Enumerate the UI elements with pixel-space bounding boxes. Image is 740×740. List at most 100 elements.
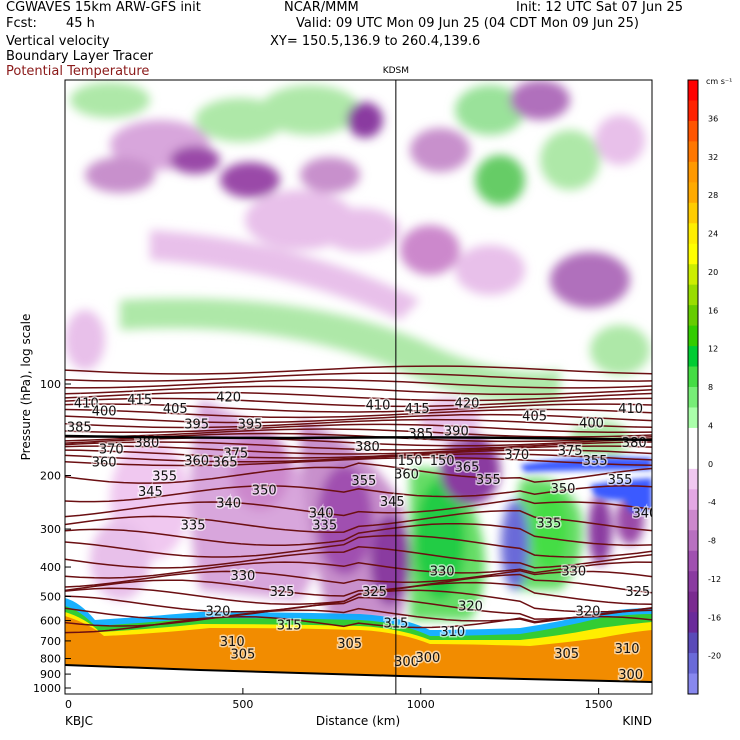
- theta-contour-label: 150: [398, 454, 423, 469]
- theta-contour-label: 375: [223, 446, 248, 461]
- colorbar-swatch: [688, 325, 698, 347]
- theta-contour-line: [65, 403, 652, 413]
- boundary-layer-tracer-surface: [65, 598, 652, 694]
- theta-contour-line: [65, 408, 652, 419]
- colorbar-tick-label: 12: [708, 345, 718, 354]
- theta-contour-line: [65, 391, 652, 402]
- colorbar-swatch: [688, 673, 698, 695]
- y-tick-label: 700: [40, 635, 61, 648]
- theta-contour-line: [65, 445, 652, 455]
- theta-contour-label: 325: [270, 585, 295, 600]
- theta-contour-line: [65, 462, 652, 484]
- model-title: CGWAVES 15km ARW-GFS init: [6, 0, 201, 15]
- theta-contour-label: 360: [92, 456, 117, 471]
- theta-contour-line: [65, 365, 652, 375]
- theta-contour-line: [65, 546, 652, 569]
- y-tick-label: 1000: [33, 682, 61, 695]
- theta-contour-label: 355: [608, 473, 633, 488]
- colorbar-swatch: [688, 346, 698, 368]
- theta-contour-label: 355: [476, 473, 501, 488]
- theta-contour-label: 400: [579, 417, 604, 432]
- colorbar-swatch: [688, 448, 698, 470]
- colorbar-swatch: [688, 80, 698, 101]
- colorbar-swatch: [688, 366, 698, 388]
- theta-contour-label: 345: [138, 485, 163, 500]
- theta-contour-label: 395: [238, 418, 263, 433]
- theta-contour-label: 330: [430, 564, 455, 579]
- theta-contour-label: 385: [67, 421, 92, 436]
- theta-contour-line: [65, 534, 652, 558]
- theta-contour-label: 345: [380, 495, 405, 510]
- theta-contour-label: 335: [181, 519, 206, 534]
- theta-contour-label: 385: [408, 427, 433, 442]
- y-tick-label: 500: [40, 590, 61, 603]
- colorbar-tick-label: -12: [708, 575, 721, 584]
- theta-contour-label: 370: [504, 448, 529, 463]
- colorbar-swatch: [688, 632, 698, 654]
- potential-temperature-contours: [65, 365, 652, 634]
- theta-contour-label: 365: [213, 456, 238, 471]
- theta-contour-label: 300: [394, 655, 419, 670]
- theta-contour-label: 380: [622, 436, 647, 451]
- theta-contour-label: 380: [134, 436, 159, 451]
- theta-contour-label: 405: [522, 410, 547, 425]
- theta-contour-label: 365: [455, 461, 480, 476]
- colorbar-swatch: [688, 653, 698, 675]
- theta-contour-line: [65, 453, 652, 463]
- colorbar-swatch: [688, 161, 698, 183]
- theta-contour-label: 310: [220, 635, 245, 650]
- theta-contour-label: 320: [206, 604, 231, 619]
- x-tick-label: 1000: [407, 698, 435, 711]
- theta-contour-label: 325: [362, 585, 387, 600]
- theta-contour-label: 405: [163, 402, 188, 417]
- theta-contour-label: 325: [625, 585, 650, 600]
- tropopause-line: [64, 434, 653, 442]
- init-time: Init: 12 UTC Sat 07 Jun 25: [516, 0, 683, 15]
- colorbar-swatch: [688, 612, 698, 634]
- theta-contour-label: 310: [440, 625, 465, 640]
- y-axis-label: Pressure (hPa), log scale: [19, 314, 33, 461]
- theta-contour-label: 380: [355, 440, 380, 455]
- theta-contour-label: 375: [558, 444, 583, 459]
- colorbar-tick-label: -8: [708, 537, 716, 546]
- y-tick-label: 600: [40, 615, 61, 628]
- start-station-label: KBJC: [65, 714, 93, 728]
- theta-contour-label: 320: [458, 599, 483, 614]
- theta-contour-label: 355: [152, 470, 177, 485]
- colorbar-swatch: [688, 387, 698, 408]
- colorbar-tick-label: 8: [708, 383, 713, 392]
- x-tick-label: 0: [65, 698, 72, 711]
- theta-contour-line: [65, 589, 652, 613]
- colorbar-swatch: [688, 550, 698, 572]
- theta-contour-line: [65, 498, 652, 518]
- colorbar-tick-label: 4: [708, 421, 713, 430]
- theta-contour-label: 300: [618, 668, 643, 683]
- colorbar-swatch: [688, 141, 698, 163]
- y-tick-label: 300: [40, 523, 61, 536]
- colorbar-swatch: [688, 509, 698, 531]
- theta-contour-label: 420: [455, 396, 480, 411]
- colorbar-tick-label: 16: [708, 306, 718, 315]
- cross-section-coordinates: XY= 150.5,136.9 to 260.4,139.6: [270, 34, 481, 49]
- x-axis: 0 500 1000 1500: [64, 688, 613, 711]
- colorbar-tick-label: 32: [708, 153, 718, 162]
- colorbar-tick-label: 28: [708, 191, 718, 200]
- theta-contour-line: [65, 441, 652, 451]
- theta-contour-line: [65, 385, 652, 396]
- colorbar-swatch: [688, 264, 698, 286]
- theta-contour-label: 395: [184, 418, 209, 433]
- colorbar-tick-label: 24: [708, 230, 718, 239]
- theta-contour-label: 350: [551, 482, 576, 497]
- theta-contour-label: 340: [216, 496, 241, 511]
- colorbar-swatch: [688, 305, 698, 327]
- theta-contour-line: [65, 428, 652, 438]
- colorbar-swatch: [688, 530, 698, 552]
- colorbar-frame: [687, 79, 699, 695]
- end-station-label: KIND: [622, 714, 652, 728]
- theta-contour-line: [65, 561, 652, 579]
- theta-contour-label: 410: [618, 402, 643, 417]
- theta-contour-label: 305: [337, 637, 362, 652]
- colorbar: 36 32 28 24 20 16 12 8 4 0 -4 -8 -12 -16 -20: [687, 79, 721, 695]
- colorbar-swatch: [688, 468, 698, 490]
